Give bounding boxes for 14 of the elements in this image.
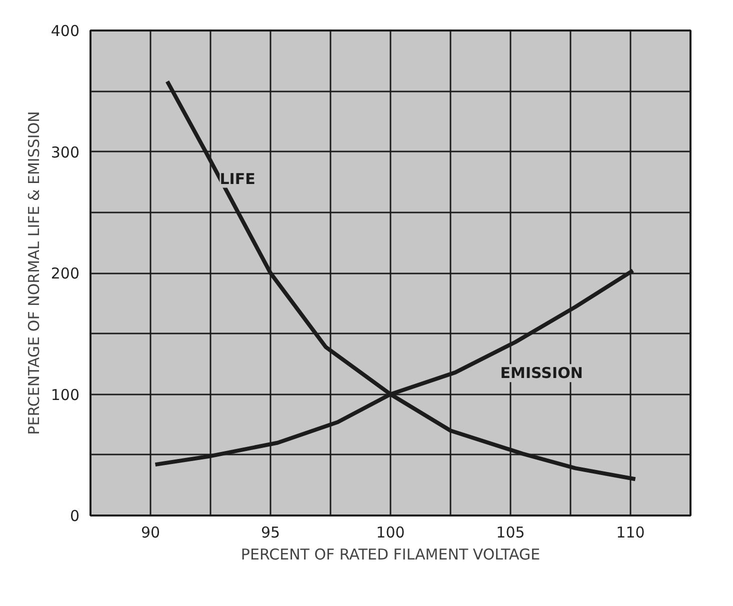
y-tick-label: 300 xyxy=(50,143,80,162)
x-tick-label: 95 xyxy=(260,524,280,542)
x-tick-label: 105 xyxy=(496,524,525,542)
x-tick-label: 90 xyxy=(140,524,160,542)
x-axis-title: PERCENT OF RATED FILAMENT VOLTAGE xyxy=(240,546,540,564)
y-axis-title: PERCENTAGE OF NORMAL LIFE & EMISSION xyxy=(24,111,43,435)
y-tick-label: 100 xyxy=(50,386,80,404)
x-tick-label: 100 xyxy=(376,524,405,542)
series-label: EMISSION xyxy=(500,364,583,382)
y-tick-label: 0 xyxy=(70,507,80,525)
y-tick-label: 200 xyxy=(50,264,80,282)
series-label: LIFE xyxy=(220,170,256,188)
y-tick-label: 400 xyxy=(50,22,80,40)
x-tick-label: 110 xyxy=(616,524,645,542)
